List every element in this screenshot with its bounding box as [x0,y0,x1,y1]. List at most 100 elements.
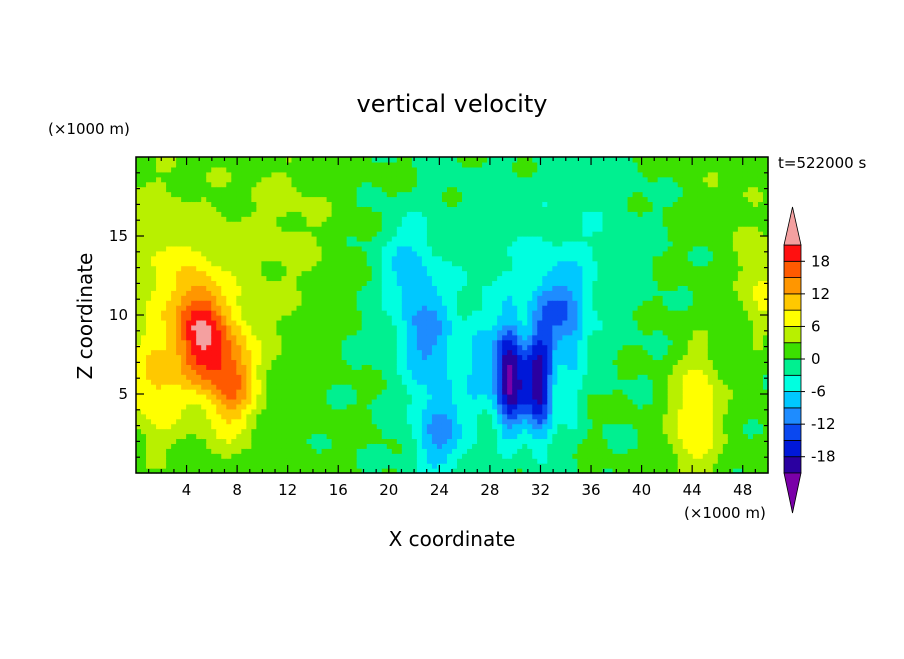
field-cell [416,433,423,440]
field-cell [201,389,207,395]
field-cell [281,216,288,222]
field-cell [241,468,247,474]
field-cell [346,265,353,272]
field-cell [266,403,273,410]
field-cell [291,196,298,203]
field-cell [381,260,388,267]
field-cell [467,221,473,227]
field-cell [316,364,323,370]
field-cell [386,319,393,326]
field-cell [446,211,453,217]
field-cell [472,349,478,356]
field-cell [431,191,438,198]
field-cell [421,329,428,336]
field-cell [351,379,358,385]
field-cell [226,161,232,168]
field-cell [462,216,468,222]
field-cell [186,290,192,296]
field-cell [141,423,147,430]
field-cell [467,290,473,296]
field-cell [171,191,177,198]
field-cell [477,344,483,351]
field-cell [301,389,308,395]
field-cell [346,394,353,400]
field-cell [321,468,328,474]
field-cell [391,339,398,346]
field-cell [472,250,478,257]
field-cell [482,413,488,420]
field-cell [286,344,293,351]
field-cell [196,186,202,193]
field-cell [351,349,358,356]
field-cell [216,423,222,430]
field-cell [472,300,478,306]
field-cell [161,240,167,247]
field-cell [386,418,393,425]
field-cell [181,344,187,351]
field-cell [306,394,313,400]
field-cell [436,166,443,173]
field-cell [426,453,433,459]
field-cell [441,398,448,405]
field-cell [356,260,363,267]
field-cell [497,161,503,168]
field-cell [301,216,308,222]
field-cell [452,310,458,316]
field-cell [472,443,478,449]
field-cell [191,181,197,188]
field-cell [226,216,232,222]
field-cell [296,359,303,365]
field-cell [211,196,217,203]
field-cell [346,448,353,454]
field-cell [446,448,453,454]
field-cell [146,344,152,351]
field-cell [426,428,433,435]
field-cell [401,354,408,361]
field-cell [431,171,438,178]
field-cell [517,428,523,435]
field-cell [472,171,478,178]
field-cell [231,463,237,469]
field-cell [166,428,172,435]
field-cell [446,315,453,321]
field-cell [426,324,433,331]
field-cell [211,201,217,207]
field-cell [371,255,378,262]
field-cell [512,428,518,435]
field-cell [452,176,458,183]
field-cell [216,166,222,173]
field-cell [467,413,473,420]
field-cell [251,181,257,188]
field-cell [381,305,388,311]
field-cell [351,428,358,435]
field-cell [196,310,202,316]
field-cell [421,463,428,469]
field-cell [396,468,403,474]
field-cell [361,285,368,291]
field-cell [261,216,268,222]
field-cell [401,408,408,415]
field-cell [421,236,428,242]
field-cell [507,310,513,316]
field-cell [151,295,157,301]
field-cell [266,270,273,277]
field-cell [251,260,257,267]
field-cell [151,458,157,464]
field-cell [286,161,293,168]
field-cell [421,260,428,267]
field-cell [271,468,278,474]
field-cell [231,250,237,257]
field-cell [176,300,182,306]
field-cell [331,300,338,306]
field-cell [236,275,242,282]
field-cell [341,448,348,454]
field-cell [236,443,242,449]
field-cell [356,285,363,291]
field-cell [482,369,488,375]
field-cell [391,245,398,252]
field-cell [171,364,177,370]
field-cell [452,270,458,277]
field-cell [381,379,388,385]
field-cell [351,166,358,173]
field-cell [276,161,283,168]
